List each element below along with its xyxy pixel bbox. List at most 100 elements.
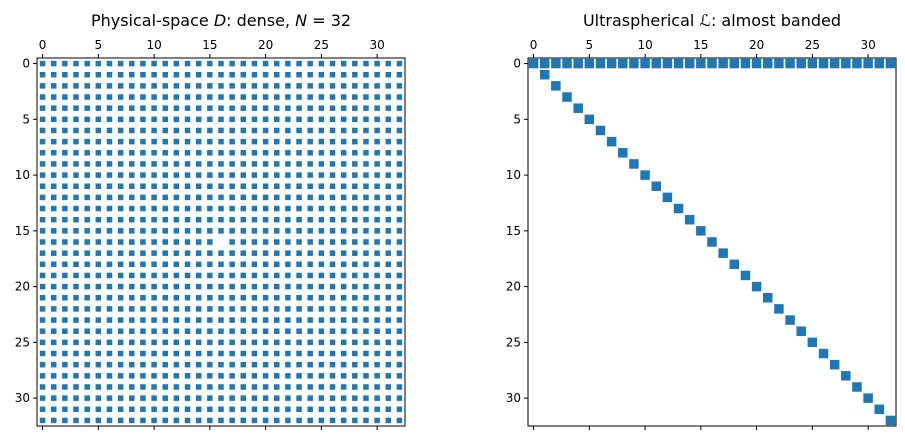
nonzero-marker — [385, 216, 392, 223]
nonzero-marker — [352, 384, 358, 390]
nonzero-marker — [162, 116, 168, 123]
nonzero-marker — [240, 205, 247, 212]
nonzero-marker — [218, 161, 224, 167]
nonzero-marker — [173, 228, 180, 234]
nonzero-marker — [785, 58, 795, 69]
nonzero-marker — [173, 127, 180, 134]
nonzero-marker — [39, 272, 46, 279]
nonzero-marker — [162, 373, 168, 379]
nonzero-marker — [173, 295, 180, 301]
nonzero-marker — [162, 261, 168, 268]
nonzero-marker — [106, 350, 113, 357]
nonzero-marker — [106, 406, 113, 413]
nonzero-marker — [274, 272, 280, 279]
nonzero-marker — [106, 339, 113, 346]
nonzero-marker — [84, 116, 90, 123]
nonzero-marker — [296, 116, 302, 123]
nonzero-marker — [684, 214, 695, 225]
nonzero-marker — [274, 116, 280, 123]
nonzero-marker — [84, 127, 90, 134]
nonzero-marker — [285, 60, 291, 67]
nonzero-marker — [218, 205, 224, 212]
nonzero-marker — [329, 373, 336, 379]
nonzero-marker — [274, 261, 280, 268]
nonzero-marker — [385, 306, 392, 312]
nonzero-marker — [95, 306, 102, 312]
nonzero-marker — [84, 205, 90, 212]
nonzero-marker — [240, 261, 247, 268]
nonzero-marker — [385, 71, 392, 78]
nonzero-marker — [39, 94, 46, 100]
nonzero-marker — [296, 71, 302, 78]
nonzero-marker — [151, 250, 157, 256]
nonzero-marker — [274, 306, 280, 312]
nonzero-marker — [106, 373, 113, 379]
y-tick-label: 5 — [22, 112, 30, 126]
nonzero-marker — [184, 328, 191, 334]
nonzero-marker — [162, 361, 168, 368]
nonzero-marker — [363, 94, 369, 100]
nonzero-marker — [195, 205, 202, 212]
nonzero-marker — [195, 373, 202, 379]
x-tick-label: 25 — [314, 38, 329, 52]
nonzero-marker — [39, 384, 46, 390]
nonzero-marker — [173, 194, 180, 201]
nonzero-marker — [307, 339, 313, 346]
nonzero-marker — [374, 60, 380, 67]
nonzero-marker — [329, 306, 336, 312]
nonzero-marker — [340, 261, 347, 268]
nonzero-marker — [307, 373, 313, 379]
nonzero-marker — [662, 192, 673, 203]
nonzero-marker — [184, 272, 191, 279]
nonzero-marker — [73, 417, 79, 424]
nonzero-marker — [173, 60, 180, 67]
nonzero-marker — [106, 228, 113, 234]
nonzero-marker — [318, 406, 325, 413]
nonzero-marker — [207, 105, 213, 111]
nonzero-marker — [95, 417, 102, 424]
nonzero-marker — [140, 94, 146, 100]
nonzero-marker — [84, 406, 90, 413]
nonzero-marker — [207, 283, 213, 290]
nonzero-marker — [50, 350, 57, 357]
nonzero-marker — [539, 58, 550, 69]
nonzero-marker — [740, 270, 751, 281]
y-tick-label: 30 — [15, 391, 30, 405]
y-tick-label: 25 — [15, 335, 30, 349]
nonzero-marker — [318, 71, 325, 78]
nonzero-marker — [39, 317, 46, 323]
nonzero-marker — [274, 283, 280, 290]
nonzero-marker — [340, 105, 347, 111]
nonzero-marker — [318, 183, 325, 189]
nonzero-marker — [106, 384, 113, 390]
nonzero-marker — [207, 116, 213, 123]
nonzero-marker — [62, 116, 68, 123]
nonzero-marker — [173, 250, 180, 256]
nonzero-marker — [207, 205, 213, 212]
y-tick-label: 0 — [22, 57, 30, 71]
x-tick-label: 5 — [95, 38, 103, 52]
nonzero-marker — [363, 261, 369, 268]
nonzero-marker — [396, 283, 403, 290]
nonzero-marker — [207, 406, 213, 413]
nonzero-marker — [62, 361, 68, 368]
nonzero-marker — [262, 272, 269, 279]
nonzero-marker — [95, 317, 102, 323]
nonzero-marker — [195, 250, 202, 256]
nonzero-marker — [95, 406, 102, 413]
nonzero-marker — [117, 361, 124, 368]
nonzero-marker — [207, 306, 213, 312]
nonzero-marker — [262, 83, 269, 89]
nonzero-marker — [62, 161, 68, 167]
nonzero-marker — [584, 114, 595, 125]
nonzero-marker — [340, 350, 347, 357]
nonzero-marker — [240, 116, 247, 123]
nonzero-marker — [340, 94, 347, 100]
nonzero-marker — [340, 295, 347, 301]
nonzero-marker — [340, 161, 347, 167]
nonzero-marker — [274, 127, 280, 134]
nonzero-marker — [207, 60, 213, 67]
nonzero-marker — [162, 60, 168, 67]
nonzero-marker — [340, 83, 347, 89]
nonzero-marker — [140, 272, 146, 279]
